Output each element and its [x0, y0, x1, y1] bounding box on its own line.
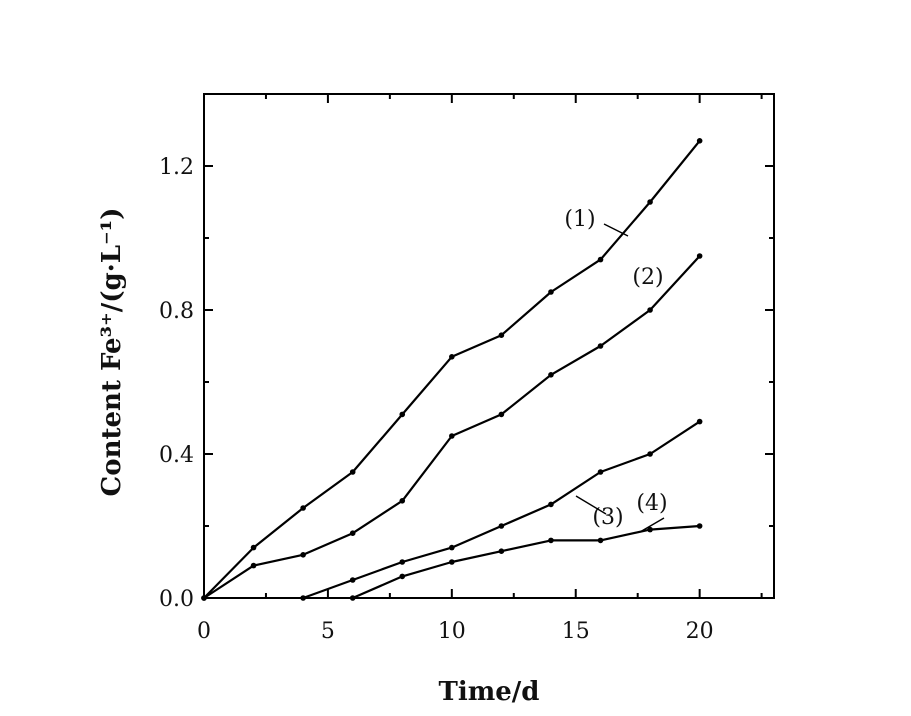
x-tick-label: 10	[438, 619, 466, 644]
x-axis-title: Time/d	[439, 677, 540, 707]
data-point-series-4	[696, 523, 703, 529]
y-tick-label: 1.2	[159, 155, 194, 180]
data-point-series-3	[498, 523, 505, 529]
data-point-series-1	[250, 544, 257, 551]
data-point-series-3	[597, 469, 604, 475]
data-point-series-4	[548, 537, 554, 544]
x-tick-label: 0	[197, 619, 211, 644]
data-point-series-2	[597, 343, 604, 349]
data-point-series-2	[349, 530, 356, 536]
data-point-series-1	[597, 256, 604, 263]
data-point-series-4	[399, 573, 406, 580]
data-point-series-2	[647, 307, 653, 313]
data-point-series-4	[647, 526, 653, 533]
axis-tick-labels: 0 5 10 15 20 0.0 0.4 0.8 1.2	[159, 155, 714, 644]
series-points	[201, 138, 703, 601]
y-axis-title: Content Fe³⁺/(g·L⁻¹)	[97, 208, 127, 497]
data-point-series-4	[597, 537, 604, 544]
y-tick-label: 0.4	[159, 443, 194, 468]
series-label-leader-3	[575, 495, 607, 515]
data-point-series-2	[548, 372, 554, 378]
plot-frame	[203, 93, 775, 599]
data-point-series-3	[548, 501, 554, 508]
data-point-series-2	[300, 552, 306, 558]
data-point-series-2	[250, 562, 257, 569]
data-point-series-3	[449, 544, 455, 551]
series-label-leader-4	[639, 517, 665, 533]
data-point-series-1	[449, 354, 455, 360]
data-point-series-3	[349, 577, 356, 583]
data-point-series-2	[498, 411, 505, 418]
data-point-series-3	[300, 595, 306, 601]
data-point-series-3	[696, 418, 703, 425]
y-tick-label: 0.8	[159, 299, 194, 324]
data-point-series-1	[399, 411, 406, 418]
data-point-series-1	[548, 289, 554, 295]
series-labels: (1)(2)(3)(4)	[564, 207, 668, 533]
data-point-series-1	[696, 138, 703, 144]
data-point-series-4	[449, 559, 455, 565]
series-line-1	[203, 140, 701, 599]
data-point-series-1	[349, 469, 356, 475]
y-tick-label: 0.0	[159, 587, 194, 612]
x-tick-label: 20	[686, 619, 714, 644]
series-label-leader-1	[603, 223, 629, 237]
axis-ticks	[203, 94, 774, 599]
data-point-series-2	[399, 498, 406, 504]
series-lines	[203, 140, 701, 600]
data-point-series-4	[498, 548, 505, 554]
data-point-series-2	[201, 595, 207, 601]
data-point-series-2	[449, 433, 455, 439]
data-point-series-1	[300, 505, 306, 511]
series-label-2: (2)	[632, 265, 663, 290]
data-point-series-1	[647, 199, 653, 205]
series-label-1: (1)	[564, 207, 595, 232]
data-point-series-3	[647, 451, 653, 457]
data-point-series-1	[498, 332, 505, 339]
data-point-series-4	[349, 595, 356, 601]
x-tick-label: 15	[562, 619, 590, 644]
x-tick-label: 5	[321, 619, 335, 644]
data-point-series-3	[399, 559, 406, 565]
series-label-4: (4)	[636, 491, 667, 516]
data-point-series-2	[696, 253, 703, 259]
